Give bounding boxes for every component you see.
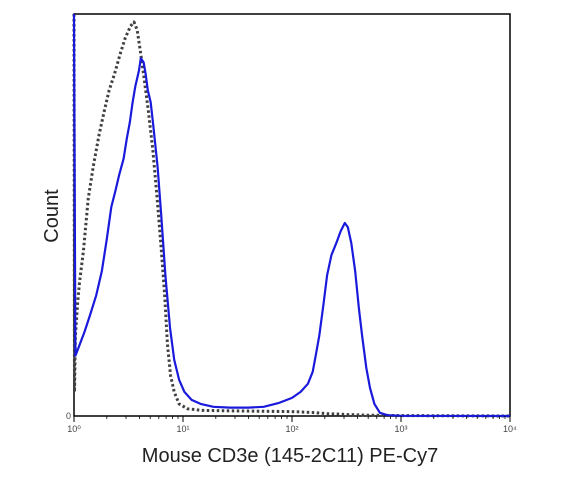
x-tick-label: 10³ (394, 424, 407, 434)
control-histogram-line (72, 13, 511, 418)
plot-frame (73, 13, 511, 417)
x-tick-label: 10¹ (176, 424, 189, 434)
x-axis-label: Mouse CD3e (145-2C11) PE-Cy7 (142, 445, 438, 467)
x-tick-label: 10² (285, 424, 298, 434)
tick-layer: 10⁰ 10¹ 10² 10³ 10⁴ 0 (66, 411, 517, 434)
stained-histogram-line (72, 13, 511, 418)
y-axis-label: Count (41, 189, 63, 243)
x-tick-label: 10⁰ (67, 424, 81, 434)
x-tick-label: 10⁴ (503, 424, 517, 434)
y-tick-label: 0 (66, 411, 71, 421)
series-layer (72, 13, 511, 418)
plot-area (73, 13, 511, 417)
